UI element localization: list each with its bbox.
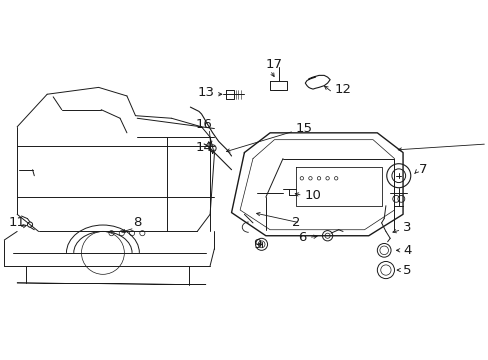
Text: 3: 3 <box>402 221 411 234</box>
Text: 11: 11 <box>9 216 25 229</box>
Text: 14: 14 <box>195 141 212 154</box>
Text: 17: 17 <box>265 58 282 71</box>
Text: 16: 16 <box>195 118 212 131</box>
Text: 7: 7 <box>418 163 426 176</box>
Text: 12: 12 <box>334 84 351 96</box>
Text: 10: 10 <box>304 189 321 202</box>
Text: 9: 9 <box>252 238 261 251</box>
Text: 8: 8 <box>133 216 141 229</box>
Text: 5: 5 <box>402 264 411 276</box>
Text: 4: 4 <box>402 244 410 257</box>
Text: 15: 15 <box>295 122 312 135</box>
Text: 6: 6 <box>298 231 306 244</box>
Text: 13: 13 <box>197 86 214 99</box>
Text: 2: 2 <box>291 216 300 229</box>
